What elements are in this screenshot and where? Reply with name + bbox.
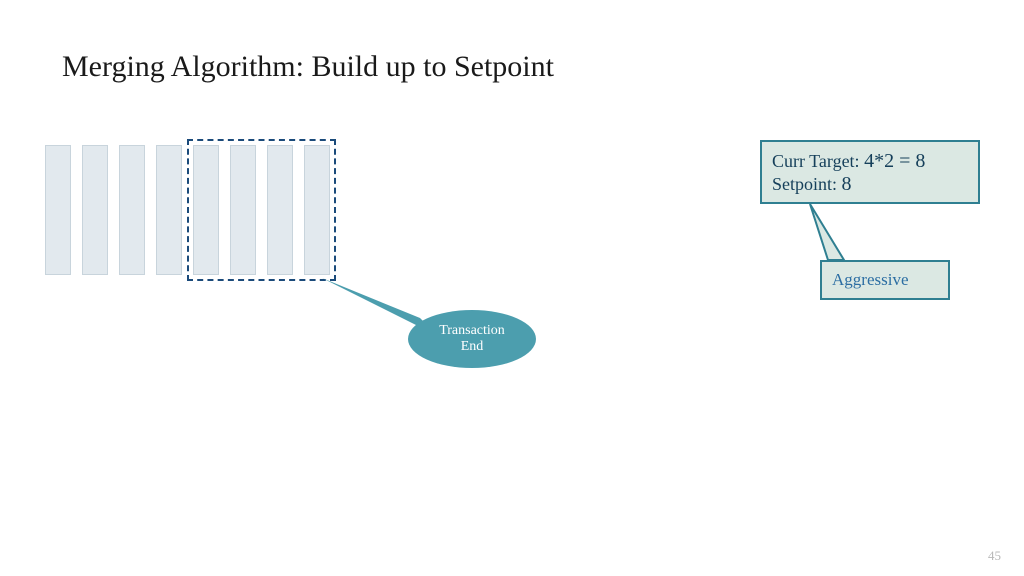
aggressive-label: Aggressive	[832, 270, 908, 290]
page-number: 45	[988, 548, 1001, 564]
aggressive-box: Aggressive	[820, 260, 950, 300]
